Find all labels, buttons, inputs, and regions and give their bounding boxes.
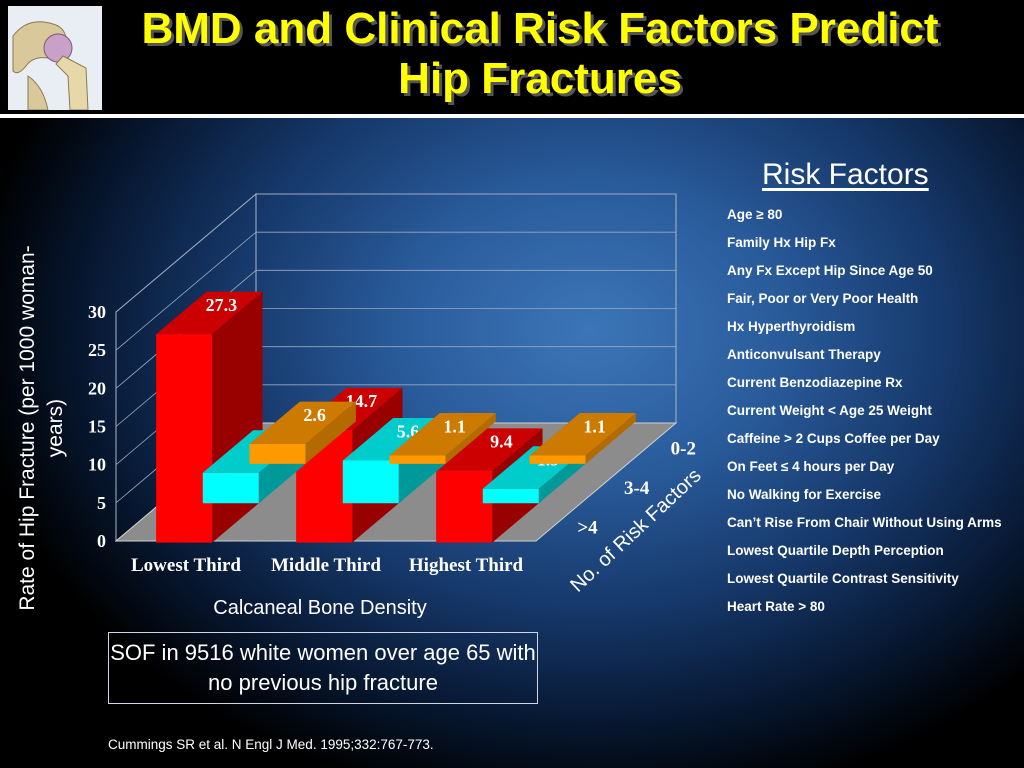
- x-axis-label: Calcaneal Bone Density: [213, 597, 427, 619]
- risk-factor-item: On Feet ≤ 4 hours per Day: [727, 459, 895, 474]
- bar: [436, 470, 493, 543]
- title-bar: [0, 0, 1024, 114]
- gridline: [115, 193, 676, 313]
- y-tick-label: 15: [88, 417, 106, 437]
- category-label: Middle Third: [271, 555, 381, 576]
- category-label: Lowest Third: [131, 555, 241, 576]
- bar-top: [529, 413, 636, 456]
- data-label: 27.3: [206, 295, 238, 315]
- data-label: 9.4: [490, 432, 513, 452]
- y-axis-label: Rate of Hip Fracture (per 1000 woman-yea…: [16, 245, 67, 611]
- bar: [342, 460, 399, 504]
- bar-side: [212, 291, 263, 543]
- risk-factor-item: Any Fx Except Hip Since Age 50: [727, 263, 933, 278]
- bar-top: [156, 291, 263, 335]
- y-tick-label: 5: [97, 493, 106, 513]
- category-label: Highest Third: [409, 555, 524, 576]
- hip-joint-logo: [8, 6, 102, 110]
- y-tick-label: 25: [88, 340, 106, 360]
- bar-side: [305, 401, 356, 464]
- risk-factors-title: Risk Factors: [762, 158, 929, 191]
- slide-title: BMD and Clinical Risk Factors Predict Hi…: [141, 4, 939, 103]
- data-label: 1.1: [583, 416, 606, 436]
- series-label: >4: [577, 517, 598, 538]
- title-rule: [0, 114, 1024, 118]
- bar-top: [389, 413, 496, 456]
- bar-top: [436, 428, 543, 471]
- data-label: 2.6: [303, 405, 326, 425]
- risk-factor-item: Heart Rate > 80: [727, 599, 825, 614]
- bar-top: [249, 401, 356, 445]
- data-label: 1.1: [443, 416, 466, 436]
- study-note: SOF in 9516 white women over age 65 with…: [108, 632, 538, 704]
- bar: [156, 334, 213, 543]
- risk-factor-item: Anticonvulsant Therapy: [727, 347, 881, 362]
- gridline: [115, 231, 676, 351]
- risk-factor-item: No Walking for Exercise: [727, 487, 882, 502]
- bar: [529, 455, 586, 464]
- risk-factor-item: Lowest Quartile Depth Perception: [727, 543, 944, 558]
- bar-side: [585, 413, 636, 464]
- risk-factor-item: Current Benzodiazepine Rx: [727, 375, 903, 390]
- bar: [249, 444, 306, 464]
- risk-factor-item: Family Hx Hip Fx: [727, 235, 836, 250]
- series-label: 0-2: [671, 439, 696, 460]
- risk-factor-item: Hx Hyperthyroidism: [727, 319, 856, 334]
- series-label: 3-4: [624, 478, 650, 499]
- risk-factor-item: Current Weight < Age 25 Weight: [727, 403, 932, 418]
- bar: [389, 455, 446, 464]
- risk-factor-item: Age ≥ 80: [727, 207, 783, 222]
- y-tick-label: 30: [88, 302, 106, 322]
- y-tick-label: 10: [88, 455, 106, 475]
- risk-factor-item: Fair, Poor or Very Poor Health: [727, 291, 919, 306]
- bar: [202, 472, 259, 504]
- bar-side: [445, 413, 496, 464]
- bar: [482, 488, 539, 504]
- citation: Cummings SR et al. N Engl J Med. 1995;33…: [108, 737, 434, 752]
- risk-factor-item: Can’t Rise From Chair Without Using Arms: [727, 515, 1002, 530]
- risk-factor-item: Lowest Quartile Contrast Sensitivity: [727, 571, 959, 586]
- risk-factors-list: Age ≥ 80 Family Hx Hip Fx Any Fx Except Hi…: [727, 206, 1007, 626]
- y-tick-label: 0: [97, 531, 106, 551]
- y-tick-label: 20: [88, 378, 106, 398]
- risk-factor-item: Caffeine > 2 Cups Coffee per Day: [727, 431, 940, 446]
